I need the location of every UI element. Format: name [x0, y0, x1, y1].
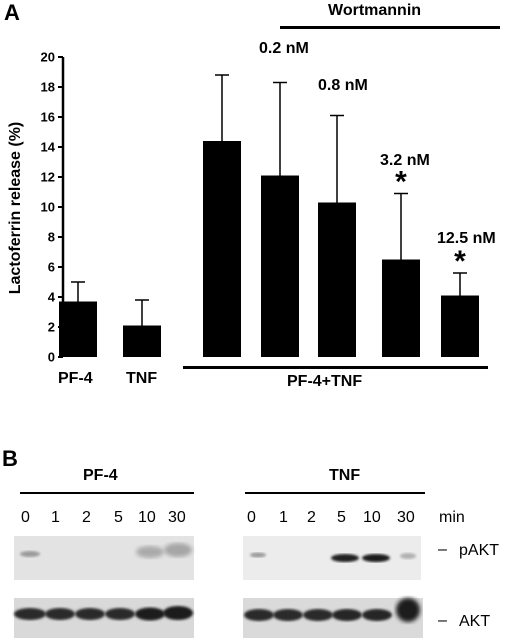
blot-akt-pf4 [14, 598, 194, 638]
conc-label-2: 3.2 nM [380, 152, 430, 169]
bar [318, 202, 356, 357]
panel-b-letter: B [2, 446, 18, 471]
lane-label: 2 [82, 509, 91, 526]
bar-chart: 0 2 4 6 8 10 12 14 16 18 20 * * Lactoferrin release… [7, 50, 479, 365]
bar [441, 295, 479, 357]
y-tick-label: 10 [41, 200, 55, 215]
lane-label: 10 [363, 509, 381, 526]
wortmannin-bar [280, 26, 500, 29]
x-label-pf4: PF-4 [58, 370, 93, 387]
significance-star: * [454, 245, 466, 278]
y-tick-label: 8 [48, 230, 55, 245]
blot-group-title-pf4: PF-4 [83, 467, 118, 484]
band-label-pakt: pAKT [459, 542, 500, 559]
lane-label: 0 [247, 509, 256, 526]
wortmannin-label: Wortmannin [328, 2, 422, 19]
band-dash-pakt: – [438, 541, 447, 558]
lane-label: 2 [307, 509, 316, 526]
lane-label: 1 [279, 509, 288, 526]
blot-group-rule-tnf [245, 492, 425, 494]
y-tick-label: 16 [41, 110, 55, 125]
lane-label: 5 [114, 509, 123, 526]
y-tick-label: 14 [41, 140, 56, 155]
y-tick-label: 0 [48, 350, 55, 365]
y-tick-label: 4 [48, 290, 56, 305]
blot-pakt-pf4 [14, 536, 194, 580]
time-unit-label: min [439, 509, 465, 526]
x-label-tnf: TNF [126, 370, 158, 387]
panel-a-letter: A [4, 0, 20, 25]
lane-label: 30 [397, 509, 415, 526]
y-tick-label: 12 [41, 170, 55, 185]
y-tick-label: 6 [48, 260, 55, 275]
bar [123, 325, 161, 357]
blot-group-title-tnf: TNF [329, 467, 361, 484]
y-axis-label: Lactoferrin release (%) [7, 122, 24, 295]
significance-star: * [395, 166, 407, 199]
pf4-tnf-group-bar [183, 366, 488, 369]
lane-label: 30 [168, 509, 186, 526]
band-label-akt: AKT [459, 613, 491, 630]
lane-label: 0 [21, 509, 30, 526]
y-tick-label: 20 [41, 50, 55, 65]
lane-label: 5 [337, 509, 346, 526]
y-tick-label: 2 [48, 320, 55, 335]
bar [261, 175, 299, 357]
lane-label: 1 [51, 509, 60, 526]
blot-pakt-tnf [243, 536, 421, 580]
conc-label-3: 12.5 nM [437, 230, 496, 247]
blot-group-rule-pf4 [20, 492, 194, 494]
bar [382, 259, 420, 357]
blot-akt-tnf [243, 598, 423, 638]
bar [59, 301, 97, 357]
y-tick-label: 18 [41, 80, 55, 95]
conc-label-1: 0.8 nM [318, 77, 368, 94]
blot-images [14, 536, 423, 638]
bar [203, 141, 241, 357]
band-dash-akt: – [438, 612, 447, 629]
conc-label-0: 0.2 nM [259, 40, 309, 57]
group-label-pf4-tnf: PF-4+TNF [287, 373, 363, 390]
lane-label: 10 [138, 509, 156, 526]
